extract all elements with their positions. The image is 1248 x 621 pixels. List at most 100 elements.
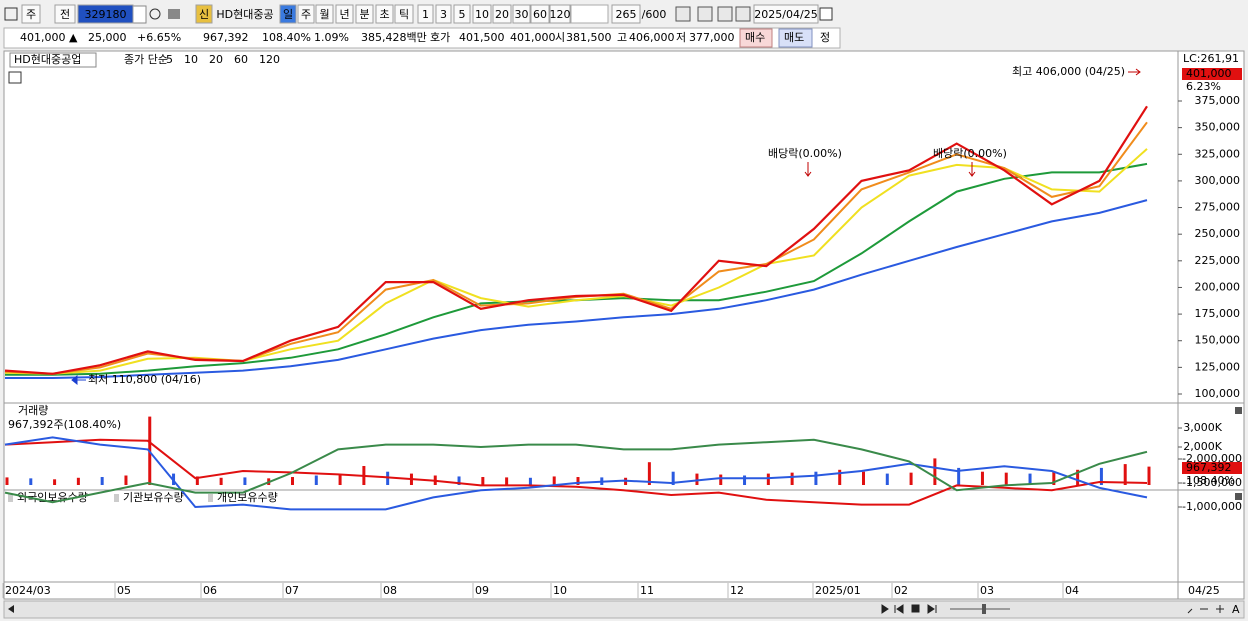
table-icon[interactable]: [8, 71, 22, 84]
period-dropdown[interactable]: [570, 4, 609, 24]
legend-entry: 외국인보유수량: [17, 491, 88, 504]
toolbar-button[interactable]: [611, 4, 641, 24]
close-button[interactable]: [1235, 493, 1242, 500]
x-tick-label: 06: [203, 584, 217, 597]
scroll-bar[interactable]: [3, 600, 1245, 619]
toolbar-button[interactable]: [335, 4, 354, 24]
y-tick-label: 100,000: [1195, 387, 1241, 400]
toolbar-label: HD현대중공: [216, 8, 273, 21]
y-tick-label: 300,000: [1195, 174, 1241, 187]
info-value: +6.65%: [137, 31, 181, 44]
tool-icon[interactable]: [697, 6, 713, 22]
tool-icon[interactable]: [735, 6, 751, 22]
legend-entry: 5: [166, 53, 173, 66]
toolbar-button[interactable]: [315, 4, 334, 24]
toolbar-label: 3: [440, 8, 447, 21]
buy-button[interactable]: [739, 28, 773, 48]
x-tick-label: 2024/03: [5, 584, 51, 597]
volume-subtitle: 967,392주(108.40%): [8, 418, 121, 431]
toolbar-label: 일: [283, 7, 293, 21]
close-button[interactable]: [1235, 407, 1242, 414]
chart: 100,000 125,000 150,000 175,000 200,000 225,0…: [2, 52, 1242, 598]
toolbar-label: 월: [319, 8, 329, 21]
info-value: 401,000: [510, 31, 556, 44]
toolbar-label: 20: [495, 8, 509, 21]
legend-marker: [114, 494, 119, 502]
y-tick-label: 175,000: [1195, 307, 1241, 320]
low-arrow: [71, 374, 86, 386]
stock-name-box: [9, 52, 97, 68]
legend-entry: 20: [209, 53, 223, 66]
holdings-line: [4, 436, 1148, 511]
playback-buttons[interactable]: [881, 604, 937, 614]
toolbar-label: 1: [422, 8, 429, 21]
volume-bar: [219, 477, 223, 485]
sound-icon[interactable]: [168, 9, 180, 19]
toolbar-button[interactable]: [435, 4, 452, 24]
volume-bar: [1123, 464, 1127, 485]
toolbar-label: 분: [359, 8, 369, 21]
x-end-label: 04/25: [1188, 584, 1220, 597]
tool-icon[interactable]: [675, 6, 691, 22]
toolbar-button[interactable]: [77, 4, 134, 24]
info-value: 저: [676, 31, 686, 44]
volume-bar: [838, 469, 842, 485]
holdings-line: [4, 438, 1148, 504]
y-tick-label: 275,000: [1195, 201, 1241, 214]
toolbar-label: 주: [301, 8, 311, 21]
volume-bar: [885, 473, 889, 485]
zoom-handle[interactable]: [982, 604, 986, 614]
toolbar-button[interactable]: [417, 4, 434, 24]
moving-average-line: [5, 199, 1148, 379]
toolbar-button[interactable]: [530, 4, 550, 24]
volume-bar: [790, 472, 794, 485]
legend-marker: [8, 494, 13, 502]
tool-icon[interactable]: [717, 6, 733, 22]
toolbar-button[interactable]: [753, 4, 819, 24]
volume-bar: [1099, 467, 1103, 485]
scroll-left[interactable]: [8, 605, 14, 613]
y-tick-label: 150,000: [1195, 334, 1241, 347]
legend-entry: 120: [259, 53, 280, 66]
volume-bar: [1147, 466, 1151, 485]
search-icon[interactable]: [149, 8, 161, 20]
info-value: 고: [617, 31, 627, 44]
toolbar-label: 10: [475, 8, 489, 21]
info-value: 406,000: [629, 31, 675, 44]
calendar-icon[interactable]: [819, 7, 833, 21]
volume-bar: [1052, 471, 1056, 485]
toolbar-label: 265: [616, 8, 637, 21]
stock-name: HD현대중공업: [14, 53, 81, 66]
x-tick-label: 03: [980, 584, 994, 597]
toolbar-button[interactable]: [375, 4, 394, 24]
volume-bar: [814, 471, 818, 485]
volume-bar: [671, 471, 675, 485]
toolbar-button[interactable]: [195, 4, 213, 24]
x-tick-label: 02: [894, 584, 908, 597]
toolbar-button[interactable]: [549, 4, 571, 24]
toolbar-button[interactable]: [279, 4, 297, 24]
x-tick-label: 2025/01: [815, 584, 861, 597]
change-label: 6.23%: [1186, 80, 1221, 93]
toolbar-label: 120: [550, 8, 571, 21]
volume-bar: [576, 477, 580, 485]
legend-marker: [208, 494, 213, 502]
menu-icon[interactable]: [4, 7, 18, 21]
auto-button[interactable]: A: [1232, 603, 1240, 616]
toolbar-button[interactable]: [453, 4, 471, 24]
dropdown[interactable]: [132, 5, 147, 24]
toolbar-button[interactable]: [21, 4, 41, 24]
toolbar-button[interactable]: [512, 4, 531, 24]
toolbar-button[interactable]: [355, 4, 374, 24]
volume-bar: [695, 473, 699, 485]
volume-bar: [195, 476, 199, 485]
info-value: 25,000: [88, 31, 127, 44]
toolbar-label: 틱: [399, 8, 409, 21]
toolbar-button[interactable]: [394, 4, 414, 24]
toolbar-button[interactable]: [492, 4, 512, 24]
toolbar-button[interactable]: [297, 4, 315, 24]
toolbar-button[interactable]: [472, 4, 492, 24]
sell-button[interactable]: [778, 28, 813, 48]
zoom-icons[interactable]: [1187, 605, 1224, 614]
toolbar-button[interactable]: [54, 4, 76, 24]
